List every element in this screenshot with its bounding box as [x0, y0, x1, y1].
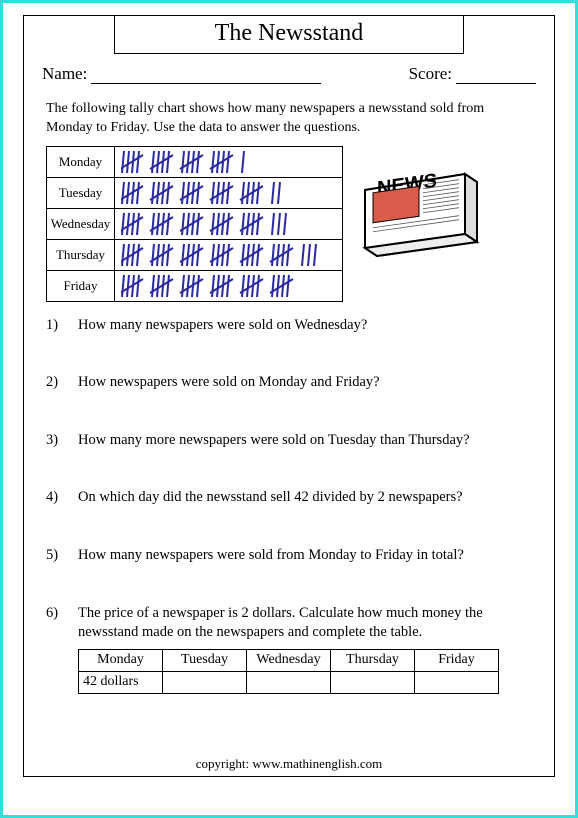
day-cell: Tuesday — [47, 177, 115, 208]
worksheet: The Newsstand Name: Score: The following… — [23, 15, 555, 777]
name-input-line[interactable] — [91, 66, 321, 84]
question-2: 2) How newspapers were sold on Monday an… — [46, 373, 532, 393]
title: The Newsstand — [114, 15, 464, 54]
qnum: 4) — [46, 488, 64, 508]
question-3: 3) How many more newspapers were sold on… — [46, 431, 532, 451]
qtext: How many newspapers were sold from Monda… — [78, 546, 532, 566]
money-value-cell[interactable] — [331, 671, 415, 693]
tally-row: Friday — [47, 270, 343, 301]
question-6: 6) The price of a newspaper is 2 dollars… — [46, 604, 532, 694]
money-value-cell[interactable]: 42 dollars — [79, 671, 163, 693]
tally-cell — [115, 208, 343, 239]
tally-table: MondayTuesdayWednesdayThursdayFriday — [46, 146, 343, 302]
question-5: 5) How many newspapers were sold from Mo… — [46, 546, 532, 566]
money-value-cell[interactable] — [415, 671, 499, 693]
tally-cell — [115, 270, 343, 301]
qtext: How many newspapers were sold on Wednesd… — [78, 316, 532, 336]
name-label: Name: — [42, 64, 87, 84]
tally-row: Wednesday — [47, 208, 343, 239]
money-header-cell: Thursday — [331, 649, 415, 671]
qtext: How newspapers were sold on Monday and F… — [78, 373, 532, 393]
qtext: How many more newspapers were sold on Tu… — [78, 431, 532, 451]
tally-cell — [115, 177, 343, 208]
money-value-cell[interactable] — [163, 671, 247, 693]
money-table: MondayTuesdayWednesdayThursdayFriday 42 … — [78, 649, 499, 694]
tally-row: Tuesday — [47, 177, 343, 208]
day-cell: Monday — [47, 146, 115, 177]
qnum: 6) — [46, 604, 64, 694]
question-4: 4) On which day did the newsstand sell 4… — [46, 488, 532, 508]
tally-cell — [115, 239, 343, 270]
tally-row: Monday — [47, 146, 343, 177]
q6-text: The price of a newspaper is 2 dollars. C… — [78, 605, 483, 641]
qnum: 2) — [46, 373, 64, 393]
qnum: 1) — [46, 316, 64, 336]
money-header-cell: Wednesday — [247, 649, 331, 671]
day-cell: Thursday — [47, 239, 115, 270]
tally-cell — [115, 146, 343, 177]
money-header-cell: Tuesday — [163, 649, 247, 671]
money-value-cell[interactable] — [247, 671, 331, 693]
instructions: The following tally chart shows how many… — [24, 90, 554, 146]
qtext: The price of a newspaper is 2 dollars. C… — [78, 604, 532, 694]
money-header-cell: Monday — [79, 649, 163, 671]
tally-row: Thursday — [47, 239, 343, 270]
qnum: 3) — [46, 431, 64, 451]
day-cell: Friday — [47, 270, 115, 301]
question-1: 1) How many newspapers were sold on Wedn… — [46, 316, 532, 336]
score-input-line[interactable] — [456, 66, 536, 84]
qtext: On which day did the newsstand sell 42 d… — [78, 488, 532, 508]
score-label: Score: — [409, 64, 452, 84]
questions: 1) How many newspapers were sold on Wedn… — [24, 302, 554, 694]
name-score-row: Name: Score: — [24, 54, 554, 90]
day-cell: Wednesday — [47, 208, 115, 239]
newspaper-icon: NEWS — [357, 164, 487, 264]
money-header-cell: Friday — [415, 649, 499, 671]
copyright: copyright: www.mathinenglish.com — [24, 756, 554, 772]
chart-area: MondayTuesdayWednesdayThursdayFriday NEW… — [24, 146, 554, 302]
qnum: 5) — [46, 546, 64, 566]
